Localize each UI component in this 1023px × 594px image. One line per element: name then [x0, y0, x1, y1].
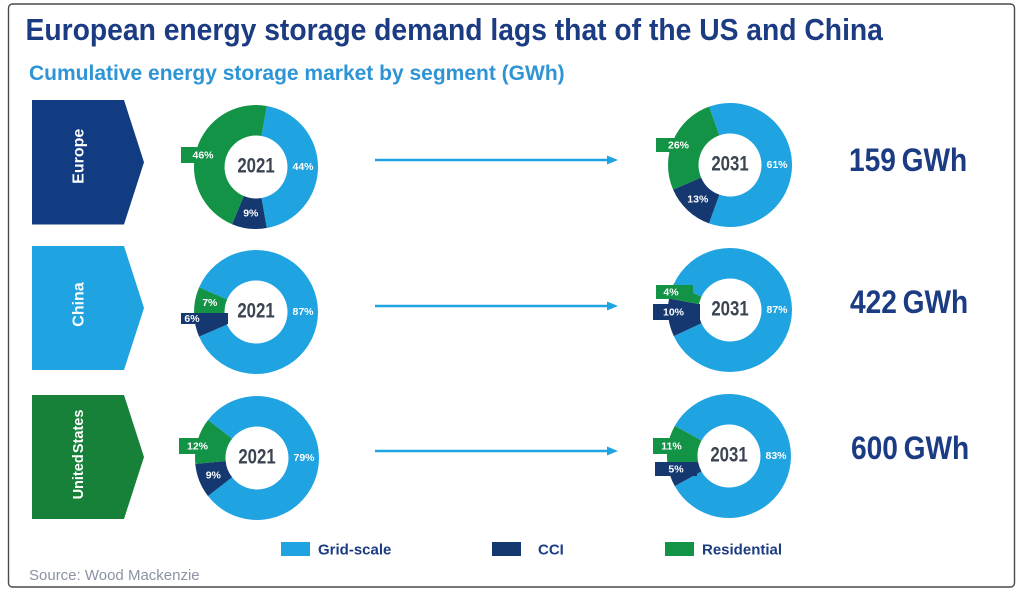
svg-text:2031: 2031: [711, 153, 749, 176]
svg-text:46%: 46%: [192, 150, 214, 162]
svg-text:13%: 13%: [687, 193, 709, 205]
svg-text:44%: 44%: [292, 161, 314, 173]
svg-text:China: China: [71, 282, 88, 327]
svg-text:Source: Wood Mackenzie: Source: Wood Mackenzie: [29, 567, 200, 584]
svg-text:422 GWh: 422 GWh: [850, 285, 968, 320]
svg-text:4%: 4%: [663, 287, 679, 299]
svg-text:European energy storage demand: European energy storage demand lags that…: [26, 13, 884, 47]
svg-text:11%: 11%: [661, 441, 682, 453]
svg-text:Europe: Europe: [71, 129, 88, 184]
svg-text:Residential: Residential: [702, 542, 782, 559]
svg-text:Cumulative energy storage mark: Cumulative energy storage market by segm…: [29, 62, 565, 85]
svg-text:9%: 9%: [243, 208, 259, 220]
svg-text:6%: 6%: [184, 313, 200, 325]
svg-text:United States: United States: [71, 410, 87, 500]
svg-text:83%: 83%: [765, 450, 787, 462]
svg-text:79%: 79%: [293, 452, 315, 464]
svg-text:2031: 2031: [710, 444, 748, 467]
svg-text:CCI: CCI: [538, 542, 564, 559]
svg-text:87%: 87%: [292, 306, 314, 318]
svg-text:5%: 5%: [668, 464, 684, 476]
svg-text:2021: 2021: [237, 300, 275, 323]
svg-text:26%: 26%: [668, 140, 690, 152]
svg-text:600 GWh: 600 GWh: [851, 431, 969, 466]
svg-text:2021: 2021: [237, 155, 275, 178]
svg-text:Grid-scale: Grid-scale: [318, 542, 391, 559]
svg-text:12%: 12%: [187, 441, 209, 453]
svg-text:2031: 2031: [711, 298, 749, 321]
svg-text:7%: 7%: [202, 297, 218, 309]
svg-text:159 GWh: 159 GWh: [849, 143, 967, 178]
svg-text:9%: 9%: [206, 469, 222, 481]
svg-text:10%: 10%: [663, 307, 685, 319]
svg-text:61%: 61%: [766, 159, 788, 171]
svg-text:87%: 87%: [766, 304, 788, 316]
svg-text:2021: 2021: [238, 446, 276, 469]
